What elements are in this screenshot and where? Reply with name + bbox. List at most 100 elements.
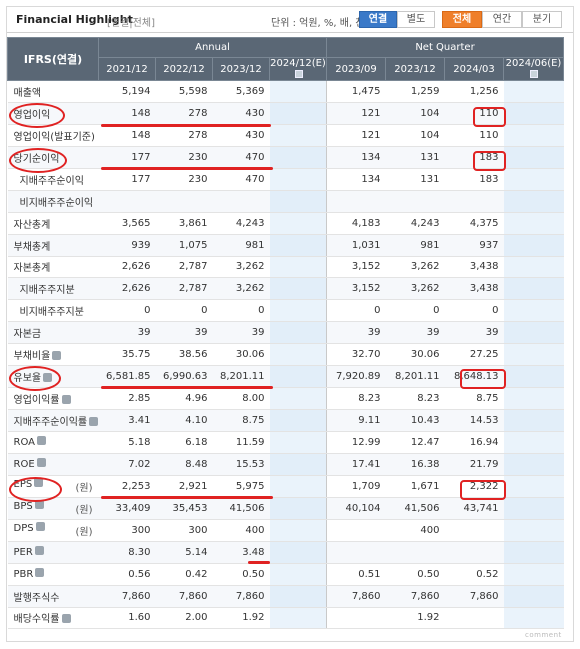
- help-icon[interactable]: [61, 394, 71, 404]
- cell-value: [503, 168, 564, 191]
- row-label: 자산총계: [7, 212, 99, 235]
- row-label: 부채비율: [7, 343, 99, 367]
- cell-value: 148: [98, 102, 156, 125]
- cell-value: 1.92: [385, 607, 445, 630]
- row-label-text: PBR: [13, 568, 34, 580]
- cell-value: 300: [98, 519, 156, 542]
- table-row: 영업이익률 2.85 4.96 8.00 8.23 8.23 8.75: [7, 387, 564, 411]
- cell-value: 4,243: [212, 212, 270, 235]
- period-all-tab[interactable]: 전체: [442, 11, 482, 28]
- underline-annotation: [101, 124, 271, 127]
- cell-value: 131: [385, 168, 445, 191]
- help-icon[interactable]: [35, 522, 45, 532]
- help-icon[interactable]: [35, 568, 45, 578]
- cell-value: 8.23: [385, 387, 445, 411]
- cell-value: 177: [98, 168, 156, 191]
- col-header-label: 2024/12(E): [270, 58, 326, 69]
- row-label: ROA: [7, 431, 99, 454]
- cell-value: 30.06: [385, 343, 445, 367]
- help-icon[interactable]: [36, 436, 46, 446]
- cell-value: [503, 387, 564, 411]
- row-label-text: 비지배주주지분: [19, 307, 84, 319]
- cell-value: [503, 431, 564, 454]
- cell-value: [444, 519, 504, 542]
- help-icon[interactable]: [52, 350, 62, 360]
- cell-value: [269, 431, 327, 454]
- table-row: ROA 5.18 6.18 11.59 12.99 12.47 16.94: [7, 431, 564, 454]
- row-unit: (원): [75, 526, 93, 538]
- separate-tab[interactable]: 별도: [397, 11, 435, 28]
- cell-value: [503, 80, 564, 103]
- cell-value: 10.43: [385, 409, 445, 432]
- cell-value: [503, 124, 564, 147]
- col-header: 2023/12: [385, 57, 446, 81]
- info-icon[interactable]: [294, 70, 303, 78]
- info-icon[interactable]: [530, 70, 539, 78]
- cell-value: 3.48: [212, 541, 270, 564]
- row-label-text: 지배주주순이익: [19, 175, 84, 187]
- help-icon[interactable]: [36, 458, 46, 468]
- period-quarter-tab[interactable]: 분기: [522, 11, 562, 28]
- col-header: 2022/12: [155, 57, 213, 81]
- consolidated-tab[interactable]: 연결: [359, 11, 397, 28]
- help-icon[interactable]: [61, 613, 71, 623]
- cell-value: [155, 190, 213, 213]
- row-label-text: 부채비율: [13, 351, 51, 363]
- col-header-estimate: 2024/12(E): [268, 57, 328, 81]
- cell-value: 278: [155, 124, 213, 147]
- row-unit: (원): [75, 482, 93, 494]
- help-icon[interactable]: [89, 416, 99, 426]
- cell-value: [269, 475, 327, 498]
- row-label-text: 발행주식수: [13, 592, 60, 604]
- row-label: BPS (원): [7, 497, 99, 520]
- cell-value: 2.85: [98, 387, 156, 411]
- box-annotation: [460, 369, 506, 389]
- col-header: 2021/12: [98, 57, 156, 81]
- cell-value: 35,453: [155, 497, 213, 520]
- cell-value: 1.60: [98, 607, 156, 630]
- cell-value: 230: [155, 146, 213, 169]
- panel-title: Financial Highlight: [16, 13, 133, 26]
- row-label: 발행주식수: [7, 585, 99, 608]
- cell-value: 2,626: [98, 277, 156, 301]
- table-row: PER 8.30 5.14 3.48: [7, 541, 564, 564]
- cell-value: 8.00: [212, 387, 270, 411]
- financial-highlight-panel: Financial Highlight [연결|전체] 단위 : 억원, %, …: [6, 6, 574, 642]
- row-label: ROE: [7, 453, 99, 476]
- underline-annotation: [248, 561, 270, 564]
- cell-value: 177: [98, 146, 156, 169]
- cell-value: 8.75: [212, 409, 270, 432]
- help-icon[interactable]: [34, 546, 44, 556]
- row-label-text: DPS: [13, 522, 34, 534]
- cell-value: 3,565: [98, 212, 156, 235]
- cell-value: [269, 563, 327, 586]
- row-label-text: 매출액: [13, 87, 42, 99]
- row-label-text: 부채총계: [13, 241, 51, 253]
- period-annual-tab[interactable]: 연간: [482, 11, 522, 28]
- row-label: 지배주주지분: [7, 277, 99, 301]
- cell-value: 981: [385, 234, 445, 257]
- cell-value: [326, 607, 386, 630]
- row-label: 부채총계: [7, 234, 99, 257]
- cell-value: 33,409: [98, 497, 156, 520]
- cell-value: 7,860: [444, 585, 504, 608]
- table-row: 배당수익률 1.60 2.00 1.92 1.92: [7, 607, 564, 630]
- cell-value: 14.53: [444, 409, 504, 432]
- cell-value: 15.53: [212, 453, 270, 476]
- cell-value: [503, 475, 564, 498]
- cell-value: [269, 365, 327, 389]
- cell-value: 7,860: [385, 585, 445, 608]
- cell-value: [269, 409, 327, 432]
- help-icon[interactable]: [34, 500, 44, 510]
- cell-value: 981: [212, 234, 270, 257]
- cell-value: [269, 190, 327, 213]
- cell-value: 32.70: [326, 343, 386, 367]
- cell-value: [269, 234, 327, 257]
- cell-value: [385, 541, 445, 564]
- comment-link[interactable]: comment: [525, 631, 562, 639]
- cell-value: 1,075: [155, 234, 213, 257]
- table-row: 발행주식수 7,860 7,860 7,860 7,860 7,860 7,860: [7, 585, 564, 608]
- cell-value: 11.59: [212, 431, 270, 454]
- cell-value: 3,861: [155, 212, 213, 235]
- cell-value: 470: [212, 168, 270, 191]
